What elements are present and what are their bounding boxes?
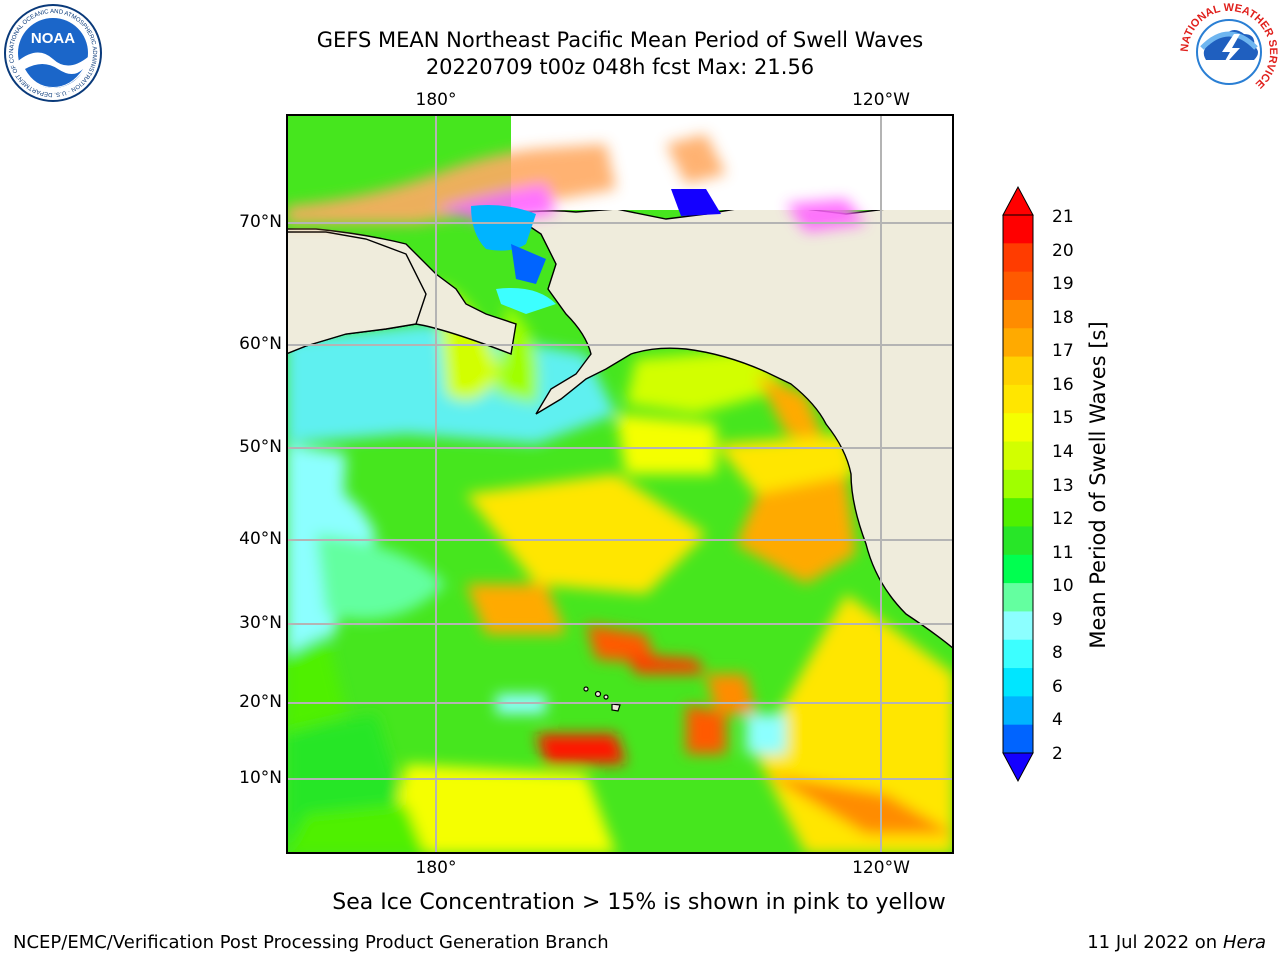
swell-period-map [286, 114, 954, 854]
colorbar-segment [1003, 243, 1033, 273]
colorbar-tick-label: 14 [1052, 441, 1074, 462]
bottom-lon-label-120w: 120°W [852, 858, 910, 878]
lat-label-20n: 20°N [239, 692, 282, 712]
colorbar-label: Mean Period of Swell Waves [s] [1086, 321, 1110, 649]
colorbar-segment [1003, 583, 1033, 612]
colorbar-tick-label: 21 [1052, 207, 1074, 227]
noaa-logo: NOAA NATIONAL OCEANIC AND ATMOSPHERIC AD… [3, 3, 102, 102]
map-subtitle: 20220709 t00z 048h fcst Max: 21.56 [425, 55, 815, 79]
colorbar-segment [1003, 215, 1033, 244]
colorbar-segment [1003, 441, 1033, 471]
colorbar-frame [1002, 214, 1034, 754]
colorbar-under-arrow [1002, 752, 1034, 783]
colorbar-tick-label: 2 [1052, 744, 1063, 764]
colorbar-segment [1003, 554, 1033, 584]
bottom-lon-label-180: 180° [415, 858, 457, 878]
lat-label-60n: 60°N [239, 334, 282, 354]
colorbar-tick-label: 6 [1052, 676, 1063, 697]
noaa-logo-text: NOAA [31, 30, 75, 47]
lat-label-50n: 50°N [239, 437, 282, 457]
lat-label-40n: 40°N [239, 529, 282, 549]
lat-label-30n: 30°N [239, 613, 282, 633]
colorbar-segment [1003, 271, 1033, 301]
colorbar-segment [1003, 639, 1033, 669]
colorbar-tick-label: 9 [1052, 609, 1063, 630]
footer-credit: NCEP/EMC/Verification Post Processing Pr… [13, 932, 609, 953]
lat-label-70n: 70°N [239, 212, 282, 232]
colorbar-tick-label: 4 [1052, 710, 1063, 731]
colorbar-segment [1003, 413, 1033, 443]
colorbar-segment [1003, 611, 1033, 641]
top-lon-label-180: 180° [415, 90, 457, 110]
colorbar-tick-label: 10 [1052, 576, 1074, 597]
hawaiian-islands [583, 686, 621, 712]
colorbar-tick-label: 11 [1052, 542, 1074, 563]
colorbar-segment [1003, 668, 1033, 697]
colorbar-segment [1003, 498, 1033, 527]
footer-date: 11 Jul 2022 on Hera [1087, 932, 1266, 953]
colorbar-tick-label: 18 [1052, 307, 1074, 328]
colorbar-tick-label: 17 [1052, 341, 1074, 362]
colorbar-segment [1003, 356, 1033, 386]
colorbar-tick-label: 16 [1052, 374, 1074, 395]
map-title: GEFS MEAN Northeast Pacific Mean Period … [316, 28, 924, 52]
colorbar-segment [1003, 384, 1033, 414]
colorbar-tick-label: 12 [1052, 509, 1074, 530]
gridlines [286, 114, 954, 854]
nws-logo: NATIONAL WEATHER SERVICE [1179, 2, 1279, 99]
colorbar-tick-label: 13 [1052, 475, 1074, 496]
top-lon-label-120w: 120°W [852, 90, 910, 110]
colorbar-segment [1003, 696, 1033, 726]
footer-host: Hera [1222, 932, 1266, 953]
blue-water-patches [471, 189, 721, 314]
sea-ice-note: Sea Ice Concentration > 15% is shown in … [332, 890, 946, 915]
colorbar-tick-label: 20 [1052, 240, 1074, 261]
colorbar-segment [1003, 328, 1033, 358]
colorbar-segment [1003, 469, 1033, 499]
colorbar-segment [1003, 724, 1033, 754]
lat-label-10n: 10°N [239, 768, 282, 788]
colorbar-tick-label: 19 [1052, 274, 1074, 295]
colorbar-tick-label: 15 [1052, 408, 1074, 429]
colorbar-tick-label: 8 [1052, 643, 1063, 664]
colorbar-segment [1003, 299, 1033, 329]
colorbar-segment [1003, 526, 1033, 556]
footer-date-text: 11 Jul 2022 on [1087, 932, 1223, 953]
colorbar-over-arrow [1002, 185, 1034, 216]
colorbar [1002, 185, 1034, 783]
